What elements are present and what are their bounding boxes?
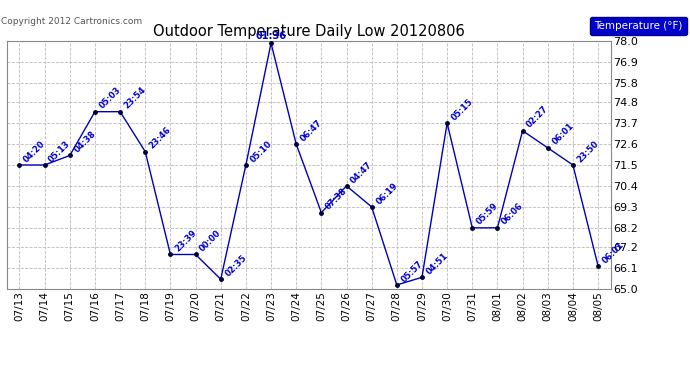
Text: 05:13: 05:13: [47, 139, 72, 164]
Text: 06:47: 06:47: [299, 118, 324, 143]
Text: 02:27: 02:27: [525, 105, 551, 130]
Text: 23:46: 23:46: [148, 126, 173, 151]
Text: 23:39: 23:39: [173, 228, 198, 254]
Title: Outdoor Temperature Daily Low 20120806: Outdoor Temperature Daily Low 20120806: [153, 24, 464, 39]
Text: 01:36: 01:36: [255, 31, 286, 41]
Text: 06:06: 06:06: [500, 202, 525, 227]
Text: 05:10: 05:10: [248, 139, 274, 164]
Legend: Temperature (°F): Temperature (°F): [590, 17, 687, 35]
Text: 02:35: 02:35: [224, 253, 248, 278]
Text: 06:19: 06:19: [374, 181, 400, 206]
Text: 07:38: 07:38: [324, 187, 349, 211]
Text: 04:51: 04:51: [424, 251, 450, 276]
Text: 06:01: 06:01: [551, 122, 575, 147]
Text: 04:38: 04:38: [72, 129, 97, 154]
Text: 00:00: 00:00: [198, 228, 223, 254]
Text: 23:50: 23:50: [575, 139, 600, 164]
Text: 06:01: 06:01: [600, 240, 626, 265]
Text: 23:54: 23:54: [123, 86, 148, 111]
Text: 05:59: 05:59: [475, 202, 500, 227]
Text: Copyright 2012 Cartronics.com: Copyright 2012 Cartronics.com: [1, 17, 142, 26]
Text: 05:57: 05:57: [400, 259, 424, 284]
Text: 04:20: 04:20: [22, 139, 47, 164]
Text: 05:15: 05:15: [450, 97, 475, 122]
Text: 04:47: 04:47: [349, 160, 374, 185]
Text: 05:03: 05:03: [97, 86, 123, 111]
